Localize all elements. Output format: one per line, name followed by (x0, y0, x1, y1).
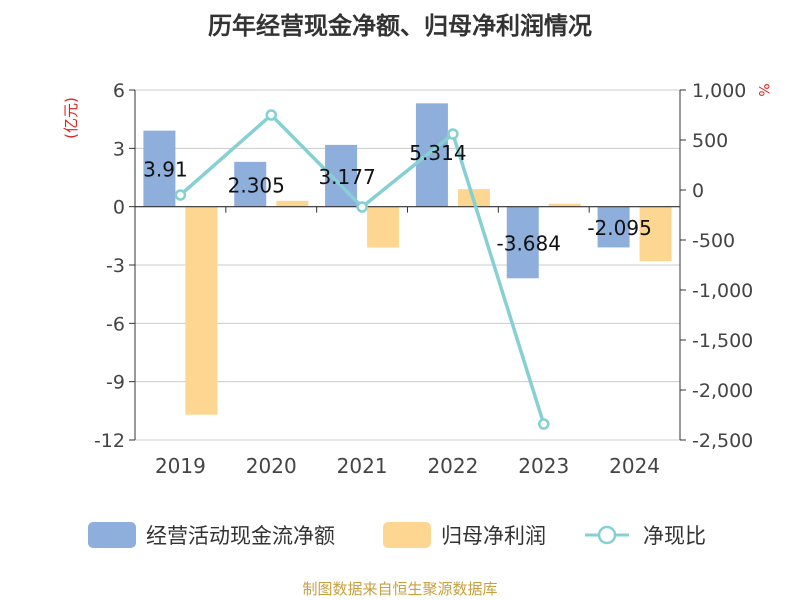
left-axis-tick-label: -3 (106, 255, 125, 277)
right-axis-tick-label: -2,000 (692, 380, 753, 402)
ratio-point (174, 189, 187, 201)
bar-profit (639, 206, 672, 262)
right-axis-tick-label: -2,500 (692, 430, 753, 452)
right-axis-unit: % (755, 83, 771, 96)
x-axis-tick-label: 2019 (155, 454, 206, 478)
x-axis-tick-label: 2020 (246, 454, 297, 478)
bar-profit (276, 200, 309, 207)
ratio-point (356, 201, 368, 213)
right-axis-tick-label: -500 (692, 230, 735, 252)
legend-label: 归母净利润 (441, 524, 546, 548)
bar-cashflow (234, 161, 267, 207)
cashflow-data-label: 2.305 (228, 173, 285, 197)
left-axis-tick-label: 3 (113, 138, 125, 160)
cashflow-data-label: -3.684 (497, 231, 561, 255)
axes: 6 3 0 -3 -6 -9 -12 1,000 500 0 -500 -1,000 -1,500 -2,… (94, 80, 753, 478)
x-axis-tick-label: 2023 (518, 454, 569, 478)
source-note: 制图数据来自恒生聚源数据库 (302, 580, 497, 598)
right-axis-tick-label: 0 (692, 180, 704, 202)
x-axis-tick-label: 2022 (427, 454, 478, 478)
left-axis-tick-label: -6 (106, 313, 125, 335)
bar-cashflow (506, 206, 539, 279)
ratio-point (265, 109, 277, 121)
bar-cashflow (143, 130, 176, 207)
right-axis-tick-label: -1,000 (692, 280, 753, 302)
cashflow-data-label: -2.095 (587, 216, 651, 240)
left-axis-unit: (亿元) (62, 97, 80, 139)
legend-swatch-marker (597, 525, 617, 545)
bar-profit (367, 206, 400, 248)
legend-swatch (383, 522, 431, 548)
right-axis-tick-label: -1,500 (692, 330, 753, 352)
x-axis-tick-label: 2021 (337, 454, 388, 478)
ratio-line (174, 109, 550, 430)
legend-label: 净现比 (643, 524, 706, 548)
chart-title: 历年经营现金净额、归母净利润情况 (208, 12, 592, 40)
ratio-point (447, 128, 459, 140)
x-axis-tick-label: 2024 (609, 454, 660, 478)
cashflow-data-label: 3.91 (143, 158, 188, 182)
ratio-point (538, 418, 550, 430)
left-axis-tick-label: -12 (94, 430, 125, 452)
right-axis-tick-label: 500 (692, 130, 728, 152)
cashflow-data-label: 3.177 (318, 165, 375, 189)
left-axis-tick-label: 0 (113, 197, 125, 219)
right-axis-tick-label: 1,000 (692, 80, 746, 102)
legend-swatch (88, 522, 136, 548)
cashflow-data-label: 5.314 (409, 141, 466, 165)
bar-profit (548, 203, 581, 207)
bar-profit (185, 206, 218, 415)
left-axis-tick-label: 6 (113, 80, 125, 102)
left-axis-tick-label: -9 (106, 372, 125, 394)
legend-label: 经营活动现金流净额 (146, 524, 335, 548)
bar-cashflow (597, 206, 630, 248)
data-labels: 3.91 2.305 3.177 5.314 -3.684 -2.095 (143, 141, 652, 255)
legend: 经营活动现金流净额 归母净利润 净现比 (88, 522, 706, 548)
ratio-line-path (179, 112, 546, 425)
bar-marks (143, 103, 672, 415)
bar-cashflow (415, 103, 448, 207)
